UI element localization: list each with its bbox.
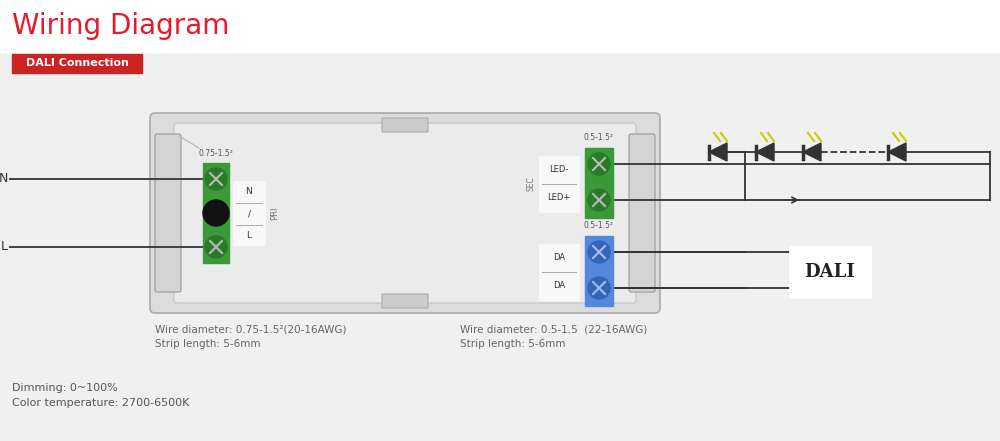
Text: PRI: PRI <box>270 206 280 220</box>
Text: DA: DA <box>553 281 565 291</box>
Bar <box>585 236 613 306</box>
Circle shape <box>588 153 610 175</box>
Bar <box>0 0 1000 52</box>
Bar <box>585 148 613 218</box>
Text: L: L <box>1 240 8 254</box>
Text: N: N <box>0 172 8 186</box>
Text: Color temperature: 2700-6500K: Color temperature: 2700-6500K <box>12 398 189 408</box>
Text: Wiring Diagram: Wiring Diagram <box>12 12 229 40</box>
Text: Wire diameter: 0.75-1.5²(20-16AWG): Wire diameter: 0.75-1.5²(20-16AWG) <box>155 325 347 335</box>
Text: Dimming: 0~100%: Dimming: 0~100% <box>12 383 118 393</box>
Circle shape <box>203 200 229 226</box>
Text: SEC: SEC <box>526 177 536 191</box>
FancyBboxPatch shape <box>382 118 428 132</box>
Bar <box>539 156 579 212</box>
Circle shape <box>588 277 610 299</box>
FancyBboxPatch shape <box>150 113 660 313</box>
FancyBboxPatch shape <box>382 294 428 308</box>
Bar <box>539 244 579 300</box>
Text: LED-: LED- <box>549 165 569 175</box>
Text: 0.5-1.5²: 0.5-1.5² <box>584 221 614 231</box>
Text: DA: DA <box>553 254 565 262</box>
Bar <box>12 54 142 73</box>
Bar <box>203 163 229 263</box>
Text: 0.5-1.5²: 0.5-1.5² <box>584 134 614 142</box>
Polygon shape <box>803 143 821 161</box>
Circle shape <box>588 189 610 211</box>
Text: Strip length: 5-6mm: Strip length: 5-6mm <box>460 339 566 349</box>
Text: /: / <box>248 209 250 218</box>
FancyBboxPatch shape <box>629 134 655 292</box>
Text: Strip length: 5-6mm: Strip length: 5-6mm <box>155 339 260 349</box>
Text: DALI Connection: DALI Connection <box>26 59 128 68</box>
Circle shape <box>205 236 227 258</box>
Text: Wire diameter: 0.5-1.5  (22-16AWG): Wire diameter: 0.5-1.5 (22-16AWG) <box>460 325 647 335</box>
Circle shape <box>205 168 227 190</box>
Bar <box>233 181 265 245</box>
Polygon shape <box>888 143 906 161</box>
Polygon shape <box>709 143 727 161</box>
FancyBboxPatch shape <box>174 123 636 303</box>
FancyBboxPatch shape <box>155 134 181 292</box>
Circle shape <box>588 241 610 263</box>
Text: L: L <box>246 232 252 240</box>
Text: DALI: DALI <box>805 263 855 281</box>
Text: N: N <box>246 187 252 195</box>
Text: 0.75-1.5²: 0.75-1.5² <box>199 149 233 157</box>
Bar <box>790 247 870 297</box>
Text: LED+: LED+ <box>547 194 571 202</box>
Polygon shape <box>756 143 774 161</box>
